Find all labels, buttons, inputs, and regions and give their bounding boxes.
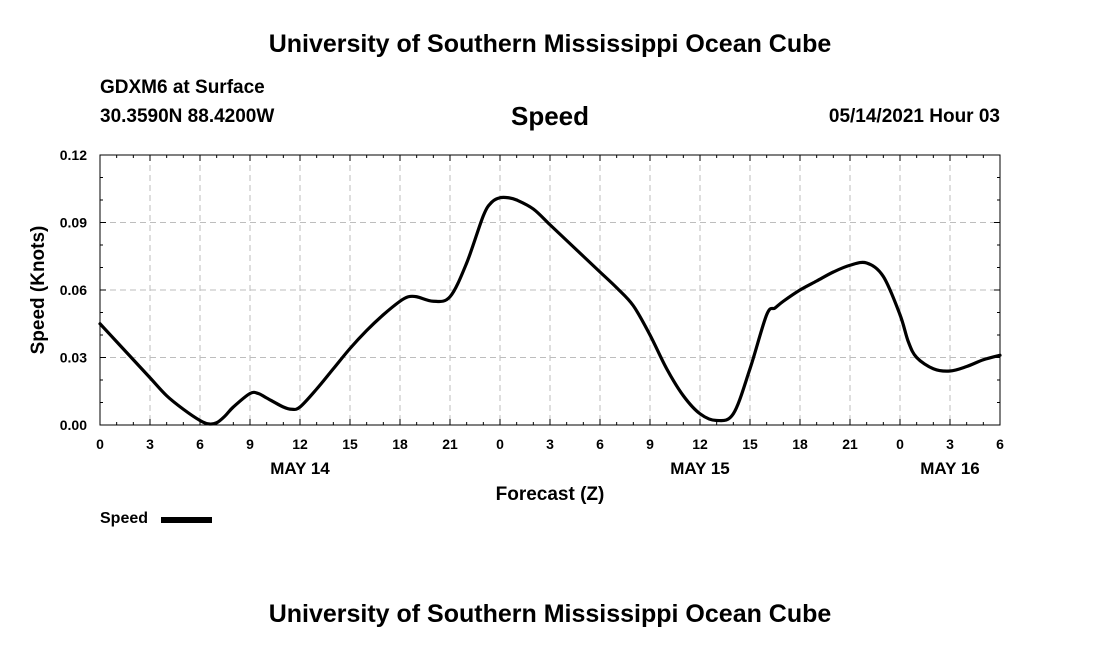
series-line-speed bbox=[98, 195, 1002, 426]
x-tick-label: 9 bbox=[246, 436, 254, 452]
x-tick-label: 0 bbox=[96, 436, 104, 452]
axis-labels: 0 3 6 9 12 15 18 21 0 3 6 9 12 15 18 21 0 3 6 0.00 0.03 0.06 0… bbox=[28, 147, 1004, 505]
x-tick-label: 21 bbox=[442, 436, 458, 452]
y-tick-label: 0.12 bbox=[60, 147, 87, 163]
series-layer bbox=[98, 195, 1002, 426]
x-tick-label: 15 bbox=[742, 436, 758, 452]
date-label: MAY 14 bbox=[270, 459, 330, 478]
x-tick-label: 6 bbox=[596, 436, 604, 452]
date-label: MAY 16 bbox=[920, 459, 980, 478]
x-tick-label: 3 bbox=[146, 436, 154, 452]
x-tick-label: 3 bbox=[946, 436, 954, 452]
axis-ticks bbox=[99, 154, 1001, 426]
x-tick-label: 12 bbox=[292, 436, 308, 452]
x-tick-label: 12 bbox=[692, 436, 708, 452]
date-label: MAY 15 bbox=[670, 459, 730, 478]
x-tick-label: 18 bbox=[792, 436, 808, 452]
forecast-datetime: 05/14/2021 Hour 03 bbox=[828, 106, 1000, 127]
coordinates-label: 30.3590N 88.4200W bbox=[100, 106, 275, 127]
x-tick-label: 9 bbox=[646, 436, 654, 452]
legend-label: Speed bbox=[100, 510, 149, 527]
y-tick-label: 0.00 bbox=[60, 417, 87, 433]
y-axis-label: Speed (Knots) bbox=[28, 226, 49, 355]
chart-title: Speed bbox=[510, 101, 590, 131]
y-tick-label: 0.03 bbox=[60, 350, 87, 366]
legend-swatch bbox=[161, 517, 212, 523]
station-label: GDXM6 at Surface bbox=[100, 77, 265, 98]
x-tick-label: 6 bbox=[996, 436, 1004, 452]
x-tick-label: 0 bbox=[896, 436, 904, 452]
x-tick-label: 6 bbox=[196, 436, 204, 452]
x-tick-label: 0 bbox=[496, 436, 504, 452]
footer-title: University of Southern Mississippi Ocean… bbox=[268, 600, 832, 628]
grid bbox=[100, 155, 1000, 425]
y-tick-label: 0.06 bbox=[60, 282, 87, 298]
x-axis-label: Forecast (Z) bbox=[496, 484, 605, 505]
report-title: University of Southern Mississippi Ocean… bbox=[268, 30, 832, 58]
y-tick-label: 0.09 bbox=[60, 215, 87, 231]
x-tick-label: 15 bbox=[342, 436, 358, 452]
x-tick-label: 21 bbox=[842, 436, 858, 452]
x-tick-label: 3 bbox=[546, 436, 554, 452]
x-tick-label: 18 bbox=[392, 436, 408, 452]
